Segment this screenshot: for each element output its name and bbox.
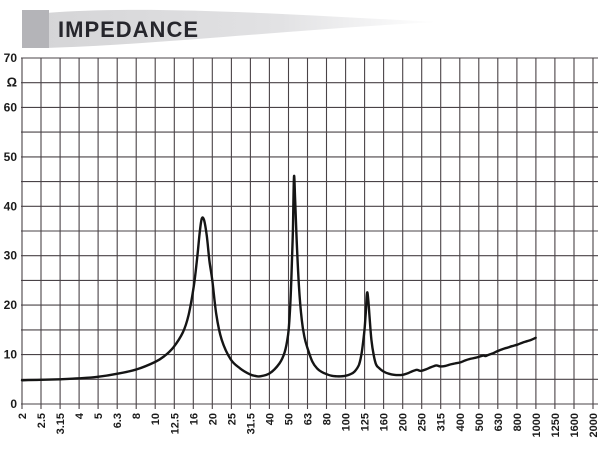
x-axis-tick-label: 16 (188, 413, 200, 425)
y-axis-label: 10 (4, 348, 18, 362)
x-axis-tick-label: 25 (226, 413, 238, 425)
x-axis-tick-label: 6.3 (112, 413, 124, 428)
y-axis-label: 50 (4, 150, 18, 164)
x-axis-tick-label: 1000 (531, 413, 543, 437)
y-axis-label: 0 (10, 397, 17, 411)
x-axis-tick-label: 100 (341, 413, 353, 431)
impedance-curve (20, 174, 537, 382)
x-axis-labels: 2 2.5 3.15 4 5 6.3 8 10 12.5 16 20 25 31.5 40 50 63 80 10… (17, 412, 600, 437)
y-axis-label: 20 (4, 298, 18, 312)
x-axis-tick-label: 2.5 (36, 413, 48, 428)
x-axis-tick-label: 12.5 (169, 413, 181, 434)
x-axis-tick-label: 31.5 (245, 413, 257, 434)
x-axis-tick-label: 3.15 (55, 413, 67, 434)
x-axis-tick-label: 4 (74, 412, 86, 419)
x-axis-tick-label: 315 (436, 413, 448, 431)
y-axis-label: 60 (4, 100, 18, 114)
x-axis-tick-label: 10 (150, 413, 162, 425)
x-axis-tick-label: 400 (455, 413, 467, 431)
x-axis-tick-label: 63 (303, 413, 315, 425)
x-axis-tick-label: 1250 (550, 413, 562, 437)
x-axis-tick-label: 160 (379, 413, 391, 431)
x-axis-tick-label: 8 (131, 413, 143, 419)
x-axis-tick-label: 40 (264, 413, 276, 425)
page-header: IMPEDANCE (0, 0, 606, 56)
x-axis-tick-label: 630 (493, 413, 505, 431)
x-axis-tick-label: 50 (284, 413, 296, 425)
x-axis-tick-label: 1600 (569, 413, 581, 437)
y-axis-label: 70 (4, 51, 18, 65)
x-axis-tick-label: 125 (360, 413, 372, 431)
y-axis-label: 40 (4, 199, 18, 213)
x-axis-tick-label: 5 (93, 413, 105, 419)
header-square-icon (22, 10, 49, 48)
header-swoosh-shape (46, 9, 438, 49)
x-axis-tick-label: 20 (207, 413, 219, 425)
page-title: IMPEDANCE (58, 17, 200, 42)
x-axis-tick-label: 500 (474, 413, 486, 431)
x-axis-tick-label: 2 (17, 413, 29, 419)
x-axis-tick-label: 200 (398, 413, 410, 431)
x-axis-tick-label: 80 (322, 413, 334, 425)
x-axis-tick-label: 2000 (588, 413, 600, 437)
chart-grid (21, 57, 598, 409)
y-axis-label: 30 (4, 249, 18, 263)
y-axis-unit-label: Ω (7, 75, 17, 90)
y-axis-labels: 0 10 20 30 40 50 60 70 Ω (4, 51, 18, 411)
x-axis-tick-label: 250 (417, 413, 429, 431)
x-axis-tick-label: 800 (512, 413, 524, 431)
impedance-curve-path (20, 174, 537, 382)
